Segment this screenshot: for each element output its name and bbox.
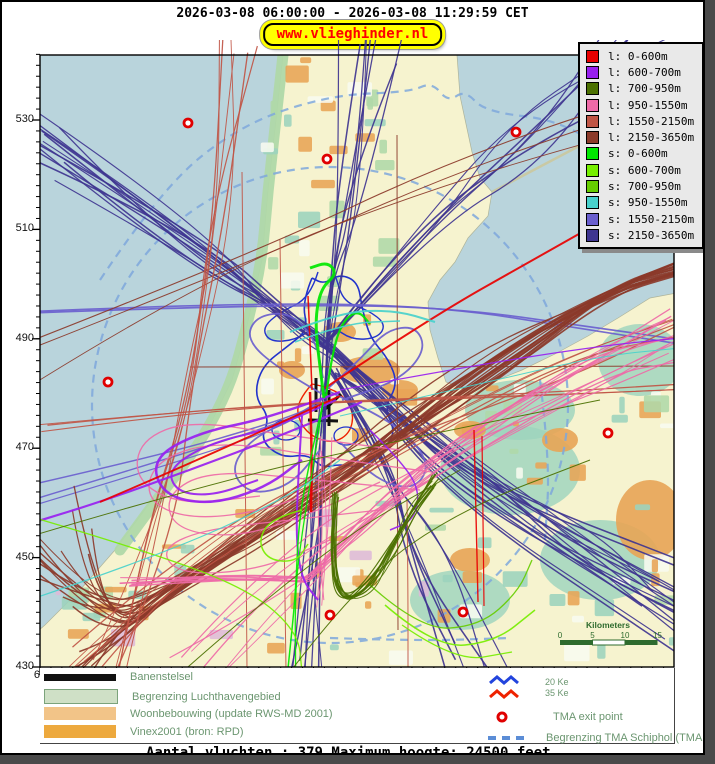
- tma-exit-point-marker: [457, 606, 469, 618]
- tma-exit-point-marker: [182, 117, 194, 129]
- ke35-label: 35 Ke: [545, 688, 569, 698]
- tma-boundary-legend: Begrenzing TMA Schiphol (TMA1 en TMA3): [488, 732, 703, 744]
- orange-box-swatch: [44, 707, 116, 720]
- altitude-legend-item: s: 600-700m: [586, 162, 698, 178]
- tma-exit-point-marker: [321, 153, 333, 165]
- ke-contours-legend: 20 Ke 35 Ke: [487, 674, 569, 702]
- y-axis-label: 490: [15, 331, 34, 344]
- altitude-legend-item: s: 1550-2150m: [586, 211, 698, 227]
- scalebar-tick: 15: [653, 631, 662, 640]
- y-axis-label: 470: [15, 441, 34, 454]
- dark-orange-box-swatch: [44, 725, 116, 738]
- tma-boundaries: [90, 84, 661, 645]
- map-feature-item: Vinex2001 (bron: RPD): [44, 725, 244, 738]
- ke-zigzag-icon: [489, 675, 519, 699]
- legend-color-swatch: [586, 114, 599, 128]
- altitude-legend-item: l: 600-700m: [586, 64, 698, 80]
- tma-exit-point-marker: [324, 609, 336, 621]
- legend-label: l: 2150-3650m: [608, 131, 695, 145]
- map-feature-label: Banenstelsel: [130, 671, 193, 683]
- ke20-label: 20 Ke: [545, 677, 569, 687]
- altitude-legend-item: s: 700-950m: [586, 178, 698, 194]
- status-bar: Aantal vluchten : 379 Maximum hoogte: 24…: [145, 745, 559, 755]
- legend-color-swatch: [586, 98, 599, 112]
- legend-label: l: 1550-2150m: [608, 114, 695, 128]
- altitude-legend-item: s: 0-600m: [586, 146, 698, 162]
- map-overlay: Kilometers 0 5 10 15: [32, 53, 675, 675]
- tma-exit-legend: TMA exit point: [495, 710, 623, 724]
- legend-label: l: 700-950m: [608, 82, 681, 96]
- legend-label: s: 2150-3650m: [608, 228, 695, 242]
- legend-color-swatch: [586, 196, 599, 210]
- legend-label: l: 600-700m: [608, 65, 681, 79]
- y-axis-label: 510: [15, 222, 34, 235]
- altitude-legend-item: l: 0-600m: [586, 48, 698, 64]
- legend-label: s: 1550-2150m: [608, 212, 695, 226]
- green-box-swatch: [44, 689, 118, 704]
- map-feature-label: Begrenzing Luchthavengebied: [132, 690, 281, 703]
- legend-label: l: 950-1550m: [608, 98, 688, 112]
- y-axis-label: 430: [15, 660, 34, 672]
- altitude-legend: l: 0-600m l: 600-700m l: 700-950m l: 950-15…: [578, 42, 703, 249]
- y-axis-label: 450: [15, 550, 34, 563]
- legend-color-swatch: [586, 49, 599, 63]
- altitude-legend-item: l: 1550-2150m: [586, 113, 698, 129]
- scalebar-tick: 0: [558, 631, 563, 640]
- legend-label: s: 0-600m: [608, 147, 668, 161]
- legend-color-swatch: [586, 228, 599, 242]
- tma-exit-point-marker: [510, 126, 522, 138]
- map-feature-label: Woonbebouwing (update RWS-MD 2001): [130, 707, 333, 720]
- scalebar-tick: 10: [621, 631, 630, 640]
- tma-exit-label: TMA exit point: [553, 711, 623, 723]
- legend-label: s: 600-700m: [608, 163, 681, 177]
- altitude-legend-item: l: 2150-3650m: [586, 129, 698, 145]
- altitude-legend-item: s: 2150-3650m: [586, 227, 698, 243]
- tma-boundary-label: Begrenzing TMA Schiphol (TMA1 en TMA3): [546, 732, 703, 744]
- altitude-legend-item: l: 700-950m: [586, 81, 698, 97]
- legend-color-swatch: [586, 65, 599, 79]
- legend-label: l: 0-600m: [608, 49, 668, 63]
- runway: [307, 418, 339, 423]
- scalebar-title: Kilometers: [586, 620, 630, 630]
- site-link-button[interactable]: www.vlieghinder.nl: [262, 23, 443, 46]
- map-feature-item: Begrenzing Luchthavengebied: [44, 689, 281, 704]
- legend-color-swatch: [586, 163, 599, 177]
- legend-label: s: 950-1550m: [608, 196, 688, 210]
- report-title: 2026-03-08 06:00:00 - 2026-03-08 11:29:5…: [176, 6, 529, 21]
- flight-map: Kilometers 0 5 10 15: [32, 40, 675, 675]
- map-feature-label: Vinex2001 (bron: RPD): [130, 725, 244, 738]
- runway-bar-swatch: [44, 673, 116, 681]
- tma-boundary-dash-icon: [488, 736, 524, 740]
- legend-color-swatch: [586, 131, 599, 145]
- map-feature-item: Banenstelsel: [44, 671, 193, 683]
- flight-tracks: [40, 40, 674, 667]
- scalebar-tick: 5: [590, 631, 595, 640]
- legend-label: s: 700-950m: [608, 180, 681, 194]
- altitude-legend-item: l: 950-1550m: [586, 97, 698, 113]
- flight-map-window: 2026-03-08 06:00:00 - 2026-03-08 11:29:5…: [0, 0, 705, 755]
- legend-color-swatch: [586, 212, 599, 226]
- tma-exit-point-marker: [602, 427, 614, 439]
- legend-color-swatch: [586, 180, 599, 194]
- legend-color-swatch: [586, 82, 599, 96]
- map-features-legend: Banenstelsel Begrenzing Luchthavengebied W…: [40, 668, 703, 744]
- tma-exit-point-marker: [102, 376, 114, 388]
- map-feature-item: Woonbebouwing (update RWS-MD 2001): [44, 707, 333, 720]
- tma-exit-point-icon: [496, 711, 508, 723]
- y-axis-label: 530: [15, 113, 34, 125]
- legend-color-swatch: [586, 147, 599, 161]
- altitude-legend-item: s: 950-1550m: [586, 195, 698, 211]
